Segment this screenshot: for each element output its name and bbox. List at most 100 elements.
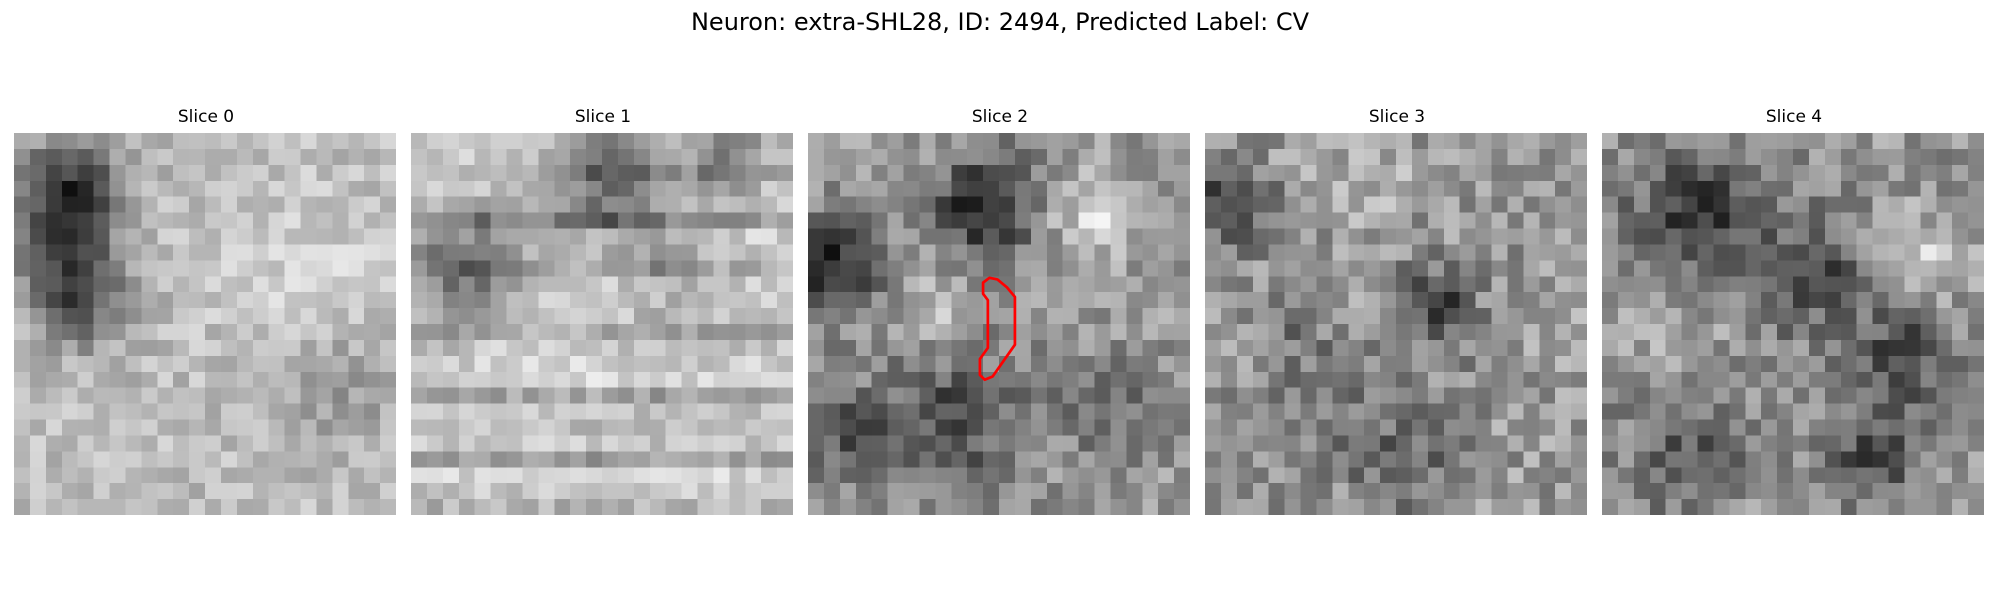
pixel <box>268 148 285 166</box>
pixel <box>458 196 475 213</box>
pixel <box>1872 164 1889 182</box>
pixel <box>554 276 571 293</box>
pixel <box>332 148 349 166</box>
pixel <box>411 292 428 309</box>
pixel <box>983 212 1000 229</box>
pixel <box>1729 324 1746 341</box>
pixel <box>665 292 682 309</box>
pixel <box>1713 244 1730 261</box>
pixel <box>1920 196 1937 213</box>
pixel <box>157 228 174 245</box>
pixel <box>1014 324 1032 341</box>
pixel <box>1475 308 1492 325</box>
pixel <box>1364 419 1381 436</box>
pixel <box>1348 133 1365 150</box>
pixel <box>1236 419 1254 436</box>
pixel <box>1633 292 1651 309</box>
pixel <box>808 339 825 357</box>
pixel <box>14 308 31 325</box>
pixel <box>426 196 444 213</box>
pixel <box>93 499 110 515</box>
pixel <box>697 148 714 166</box>
pixel <box>1729 451 1746 468</box>
pixel <box>1888 292 1905 309</box>
pixel <box>220 196 238 213</box>
pixel <box>380 133 396 150</box>
pixel <box>1936 419 1953 436</box>
pixel <box>855 403 872 420</box>
pixel <box>1014 292 1032 309</box>
pixel <box>808 403 825 420</box>
pixel <box>1062 196 1079 213</box>
pixel <box>617 244 635 261</box>
pixel <box>839 387 857 404</box>
pixel <box>1523 435 1540 452</box>
pixel <box>697 260 714 277</box>
pixel <box>1142 212 1159 229</box>
pixel <box>1888 308 1905 325</box>
pixel <box>1459 451 1476 468</box>
pixel <box>1396 467 1413 484</box>
pixel <box>173 180 190 197</box>
pixel <box>29 148 47 166</box>
pixel <box>1571 419 1587 436</box>
pixel <box>380 467 396 484</box>
pixel <box>157 467 174 484</box>
pixel <box>1348 260 1365 277</box>
pixel <box>1571 228 1587 245</box>
pixel <box>442 403 460 420</box>
pixel <box>1030 324 1048 341</box>
pixel <box>173 419 190 436</box>
pixel <box>1475 228 1492 245</box>
pixel <box>602 212 619 229</box>
pixel <box>602 499 619 515</box>
pixel <box>1602 260 1619 277</box>
slice-panel-1: Slice 1 <box>411 106 795 515</box>
pixel <box>442 228 460 245</box>
pixel <box>380 435 396 452</box>
pixel <box>1840 260 1857 277</box>
pixel <box>442 499 460 515</box>
pixel <box>1236 148 1254 166</box>
pixel <box>1380 292 1397 309</box>
pixel <box>252 371 269 388</box>
pixel <box>1840 164 1857 182</box>
pixel <box>77 339 94 357</box>
pixel <box>1220 133 1238 150</box>
pixel <box>173 133 190 150</box>
pixel <box>1126 483 1143 500</box>
pixel <box>426 467 444 484</box>
pixel <box>316 387 333 404</box>
pixel <box>1174 260 1190 277</box>
pixel <box>1936 180 1953 197</box>
pixel <box>649 324 666 341</box>
pixel <box>14 419 31 436</box>
pixel <box>1761 260 1778 277</box>
pixel <box>1856 387 1873 404</box>
pixel <box>1014 148 1032 166</box>
pixel <box>713 196 730 213</box>
pixel <box>697 419 714 436</box>
pixel <box>236 276 254 293</box>
pixel <box>1571 324 1587 341</box>
pixel <box>1220 276 1238 293</box>
pixel <box>1427 164 1445 182</box>
pixel <box>316 499 333 515</box>
pixel <box>1665 467 1682 484</box>
pixel <box>380 276 396 293</box>
pixel <box>300 260 317 277</box>
pixel <box>903 292 920 309</box>
pixel <box>14 148 31 166</box>
pixel <box>45 292 63 309</box>
pixel <box>1427 148 1445 166</box>
pixel <box>887 292 904 309</box>
pixel <box>1316 355 1333 373</box>
pixel <box>808 451 825 468</box>
pixel <box>300 419 317 436</box>
pixel <box>220 244 238 261</box>
pixel <box>1761 133 1778 150</box>
pixel <box>236 212 254 229</box>
pixel <box>1539 467 1556 484</box>
pixel <box>268 403 285 420</box>
pixel <box>29 483 47 500</box>
